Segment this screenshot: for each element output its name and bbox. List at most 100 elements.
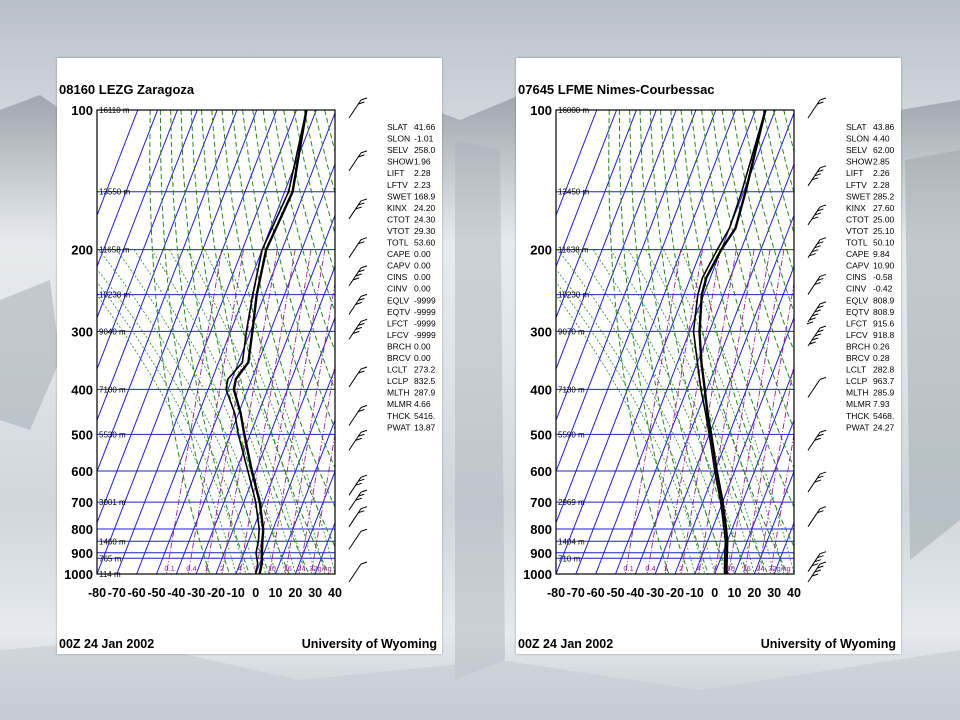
wind-barb bbox=[807, 237, 827, 258]
index-value: 0.00 bbox=[414, 272, 431, 282]
index-value: 27.60 bbox=[873, 203, 895, 213]
moist-adiabat-line bbox=[97, 281, 247, 574]
index-name: CINS bbox=[387, 272, 408, 282]
index-name: PWAT bbox=[387, 422, 411, 432]
moist-adiabat-line bbox=[680, 249, 794, 574]
dry-adiabat-line bbox=[660, 110, 769, 574]
index-name: CAPV bbox=[846, 261, 869, 271]
index-name: SHOW bbox=[846, 157, 872, 167]
isotherm-line bbox=[136, 110, 317, 574]
pressure-tick-label: 300 bbox=[71, 324, 93, 339]
mixing-ratio-label: 16 bbox=[742, 564, 750, 573]
isotherm-line bbox=[175, 162, 335, 574]
pressure-tick-label: 700 bbox=[71, 495, 93, 510]
index-value: 62.00 bbox=[873, 145, 895, 155]
index-name: LFCT bbox=[387, 318, 408, 328]
pressure-tick-label: 200 bbox=[71, 243, 93, 258]
height-label: 5530 m bbox=[99, 430, 126, 439]
index-value: 918.8 bbox=[873, 330, 895, 340]
mixing-ratio-line bbox=[255, 249, 312, 574]
index-value: -9999 bbox=[414, 307, 436, 317]
moist-adiabat-line bbox=[610, 249, 755, 574]
height-label: 10230 m bbox=[558, 291, 589, 300]
height-label: 7130 m bbox=[558, 385, 585, 394]
index-name: LFTV bbox=[846, 180, 867, 190]
wind-barb bbox=[348, 198, 368, 220]
dry-adiabat-line bbox=[159, 110, 231, 574]
index-value: 43.86 bbox=[873, 122, 895, 132]
wind-barb bbox=[348, 150, 368, 172]
index-name: CINV bbox=[846, 284, 867, 294]
index-value: 9.84 bbox=[873, 249, 890, 259]
mixing-ratio-line bbox=[239, 249, 296, 574]
wind-barb bbox=[807, 471, 827, 493]
pressure-tick-label: 400 bbox=[530, 382, 552, 397]
index-value: 7.93 bbox=[873, 399, 890, 409]
dry-adiabat-line bbox=[711, 110, 794, 431]
wind-barb bbox=[807, 273, 827, 295]
wind-barb bbox=[348, 366, 368, 388]
isotherm-line bbox=[116, 110, 297, 574]
dry-adiabat-line bbox=[170, 110, 250, 574]
temperature-tick-label: -60 bbox=[128, 586, 146, 600]
isotherm-line bbox=[97, 110, 238, 473]
index-value: -1.01 bbox=[414, 134, 434, 144]
wind-barb bbox=[807, 429, 827, 451]
index-name: KINX bbox=[846, 203, 866, 213]
index-value: 24.30 bbox=[414, 214, 436, 224]
skewt-panel-zaragoza: 08160 LEZG Zaragoza 0.1 0.4 1 2 4 7 10 16 24 32g/k… bbox=[57, 58, 442, 654]
index-name: LFCV bbox=[387, 330, 409, 340]
temperature-tick-label: -40 bbox=[626, 586, 644, 600]
index-name: LFTV bbox=[387, 180, 408, 190]
mixing-ratio-label: 24 bbox=[756, 564, 764, 573]
mixing-ratio-line bbox=[769, 431, 794, 574]
index-name: THCK bbox=[846, 411, 869, 421]
temperature-tick-label: 10 bbox=[728, 586, 742, 600]
index-name: BRCH bbox=[387, 341, 411, 351]
wind-barb bbox=[807, 551, 827, 572]
index-name: BRCV bbox=[846, 353, 870, 363]
index-value: 832.5 bbox=[414, 376, 436, 386]
chart-title: 08160 LEZG Zaragoza bbox=[59, 82, 195, 97]
isotherm-line bbox=[753, 470, 794, 574]
index-name: CAPV bbox=[387, 261, 410, 271]
height-label: 9070 m bbox=[558, 327, 585, 336]
wind-barb bbox=[806, 301, 827, 325]
isotherm-line bbox=[556, 110, 737, 574]
temperature-tick-label: -50 bbox=[606, 586, 624, 600]
mixing-ratio-label: 4 bbox=[697, 564, 701, 573]
dry-adiabat-line bbox=[639, 110, 729, 574]
index-value: 1.96 bbox=[414, 157, 431, 167]
wind-barb bbox=[807, 325, 827, 347]
pressure-tick-label: 400 bbox=[71, 382, 93, 397]
index-name: MLMR bbox=[387, 399, 412, 409]
index-value: 0.00 bbox=[414, 341, 431, 351]
temperature-tick-label: -30 bbox=[187, 586, 205, 600]
index-value: 41.66 bbox=[414, 122, 436, 132]
wind-barb bbox=[348, 97, 368, 119]
height-label: 1460 m bbox=[99, 537, 126, 546]
mixing-ratio-line bbox=[664, 249, 721, 574]
mixing-ratio-line bbox=[624, 249, 682, 574]
mixing-ratio-label: 2 bbox=[679, 564, 683, 573]
index-value: 0.26 bbox=[873, 341, 890, 351]
index-name: CAPE bbox=[846, 249, 869, 259]
index-value: 24.27 bbox=[873, 422, 895, 432]
height-label: 11638 m bbox=[558, 246, 589, 255]
index-name: EQLV bbox=[846, 295, 868, 305]
index-value: 13.87 bbox=[414, 422, 436, 432]
index-value: 10.90 bbox=[873, 261, 895, 271]
index-name: SWET bbox=[846, 191, 871, 201]
pressure-tick-label: 500 bbox=[71, 427, 93, 442]
index-value: 168.9 bbox=[414, 191, 436, 201]
moist-adiabat-line bbox=[169, 249, 306, 574]
index-name: SLON bbox=[846, 134, 869, 144]
temperature-tick-label: -50 bbox=[147, 586, 165, 600]
footer-date: 00Z 24 Jan 2002 bbox=[59, 637, 154, 651]
height-label: 3001 m bbox=[99, 498, 126, 507]
wind-barb bbox=[807, 376, 827, 398]
moist-adiabat-line bbox=[151, 249, 296, 574]
mixing-ratio-label: 10 bbox=[268, 564, 276, 573]
height-label: 2969 m bbox=[558, 498, 585, 507]
moist-adiabat-line bbox=[592, 249, 745, 574]
